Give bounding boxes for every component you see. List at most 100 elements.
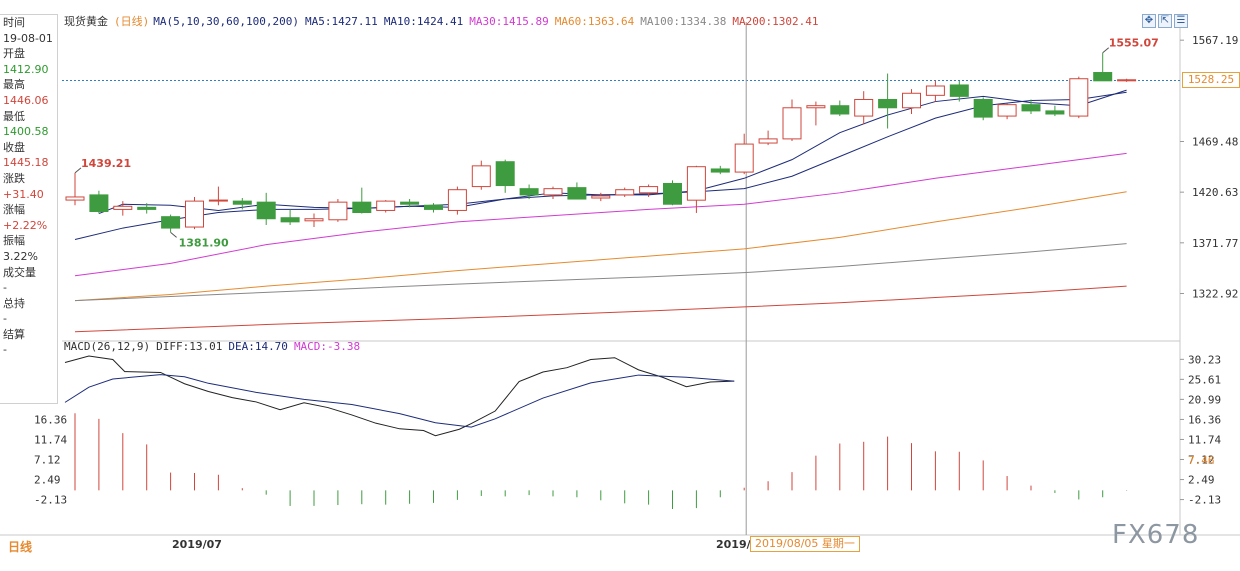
- candle-body: [113, 205, 133, 210]
- candle-body: [543, 188, 563, 196]
- period-tab-daily[interactable]: 日线: [8, 540, 33, 554]
- info-panel-row: -: [3, 343, 7, 357]
- candle-body: [734, 143, 754, 173]
- candle-body: [352, 201, 372, 214]
- ma200-label: MA200:1302.41: [732, 15, 819, 28]
- info-panel-row: 收盘: [3, 140, 25, 154]
- macd-y-tick-label: 11.74: [1188, 433, 1221, 446]
- candle: [567, 182, 587, 200]
- candle: [878, 73, 898, 129]
- x-axis-label: 2019/07: [172, 538, 222, 551]
- candle-body: [806, 105, 826, 109]
- candle-body: [280, 217, 300, 223]
- info-panel-row: 3.22%: [3, 249, 38, 263]
- candle: [973, 97, 993, 121]
- macd-y-tick-label-left: -2.13: [34, 494, 67, 507]
- y-tick-label: 1420.63: [1192, 186, 1238, 199]
- macd-y-tick-label: 25.61: [1188, 373, 1221, 386]
- info-panel-row: 1445.18: [3, 156, 49, 170]
- candle-body: [686, 166, 706, 201]
- macd-y-tick-label-left: 11.74: [34, 433, 67, 446]
- y-tick-label: 1371.77: [1192, 237, 1238, 250]
- ma-line-ma100: [74, 243, 1127, 302]
- candle: [400, 199, 420, 208]
- candle-body: [1045, 110, 1065, 115]
- candle-body: [424, 204, 443, 210]
- candle-body: [471, 165, 491, 188]
- candle-body: [447, 189, 467, 211]
- annotation-label: 1555.07: [1109, 37, 1159, 50]
- info-panel-row: 涨跌: [3, 171, 25, 185]
- ma5-label: MA5:1427.11: [304, 15, 378, 28]
- annotation-pointer: [1102, 47, 1110, 54]
- macd-value-label: MACD:-3.38: [293, 340, 361, 353]
- candle: [519, 184, 539, 200]
- y-tick-label: 1567.19: [1192, 34, 1238, 47]
- macd-diff-label: DIFF:13.01: [156, 340, 223, 353]
- candle: [1117, 78, 1137, 82]
- candle: [1021, 99, 1041, 114]
- macd-y-tick-label: 30.23: [1188, 353, 1221, 366]
- macd-y-tick-label: 16.36: [1188, 413, 1221, 426]
- candle: [925, 80, 945, 102]
- candle: [65, 172, 85, 206]
- info-panel-row: 时间: [3, 16, 25, 29]
- candle: [663, 180, 682, 206]
- candle: [758, 130, 778, 146]
- period-label[interactable]: (日线): [114, 15, 150, 28]
- info-panel-row: -: [3, 281, 7, 295]
- candle: [806, 101, 826, 126]
- chart-toolbar: ✥ ⇱ ☰: [1142, 14, 1188, 28]
- y-tick-label: 1322.92: [1192, 287, 1238, 300]
- candle-body: [185, 200, 204, 228]
- annotation-pointer: [170, 231, 177, 238]
- candle-body: [495, 161, 515, 187]
- info-panel-row: 1412.90: [3, 62, 49, 76]
- candle-body: [663, 182, 682, 205]
- ma-line-ma30: [74, 152, 1127, 277]
- candle-body: [65, 196, 85, 201]
- zoom-icon[interactable]: ⇱: [1158, 14, 1172, 28]
- ma-line-ma10: [74, 91, 1127, 240]
- info-panel-row: 最高: [3, 78, 25, 92]
- info-panel-row: +31.40: [3, 187, 44, 201]
- candle: [543, 186, 563, 200]
- expand-icon[interactable]: ☰: [1174, 14, 1188, 28]
- candle: [902, 89, 921, 114]
- macd-y-tick-label: 7.12: [1188, 453, 1215, 466]
- info-panel-row: 涨幅: [3, 203, 25, 217]
- macd-y-tick-label: 20.99: [1188, 393, 1221, 406]
- info-panel-row: 成交量: [3, 265, 36, 279]
- candle-body: [591, 195, 611, 199]
- watermark-logo: FX678: [1112, 520, 1200, 550]
- candle: [232, 198, 252, 210]
- macd-y-tick-label-left: 2.49: [34, 474, 61, 487]
- macd-current-value: 7.46: [1188, 454, 1215, 467]
- candle-body: [304, 218, 324, 222]
- candle-body: [997, 104, 1017, 117]
- candle: [949, 80, 969, 102]
- candle-body: [400, 201, 420, 205]
- candle: [376, 200, 396, 213]
- candle-body: [1093, 72, 1113, 82]
- candle-body: [949, 84, 969, 97]
- candle-body: [328, 201, 348, 221]
- candle: [997, 103, 1017, 120]
- candle: [424, 203, 443, 213]
- candle: [208, 186, 228, 206]
- candle-body: [782, 107, 802, 140]
- candle: [256, 192, 276, 225]
- current-price-tag: 1528.25: [1182, 72, 1240, 88]
- candle: [495, 159, 515, 193]
- ma-params: MA(5,10,30,60,100,200): [153, 15, 299, 28]
- annotation-label: 1381.90: [179, 236, 229, 249]
- macd-diff-line: [64, 355, 735, 437]
- crosshair-date-tag: 2019/08/05 星期一: [750, 536, 860, 552]
- ma30-label: MA30:1415.89: [469, 15, 549, 28]
- candle-body: [232, 200, 252, 205]
- move-icon[interactable]: ✥: [1142, 14, 1156, 28]
- ma60-label: MA60:1363.64: [554, 15, 635, 28]
- info-panel-row: 1400.58: [3, 125, 49, 139]
- ma10-label: MA10:1424.41: [383, 15, 464, 28]
